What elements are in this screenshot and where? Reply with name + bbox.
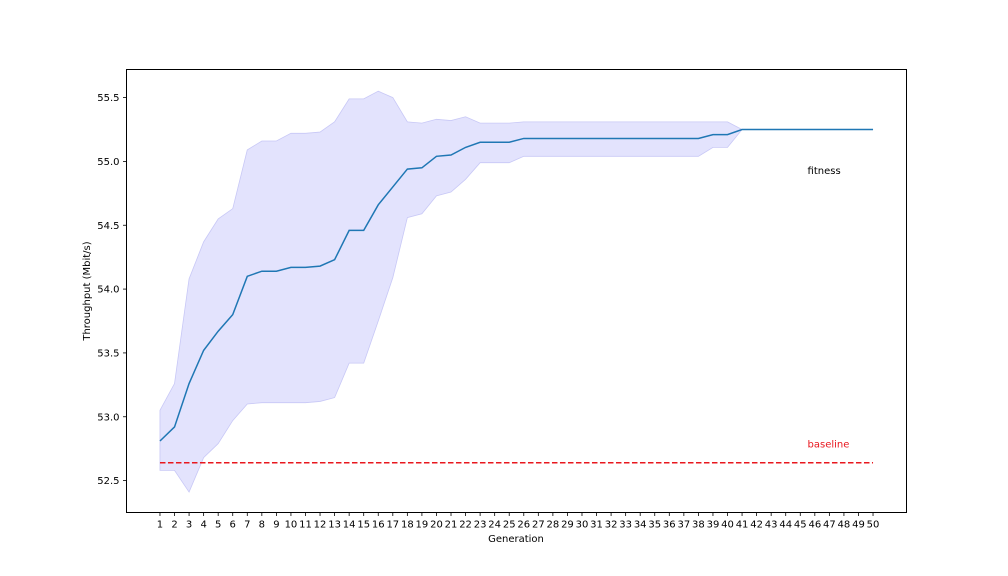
x-tick-label-36: 36 [663,520,676,531]
x-tick-label-44: 44 [779,520,792,531]
x-tick-label-6: 6 [230,520,236,531]
x-tick-label-32: 32 [605,520,618,531]
x-tick-label-21: 21 [445,520,458,531]
x-tick-label-15: 15 [357,520,370,531]
x-tick-label-45: 45 [794,520,807,531]
x-tick-label-49: 49 [852,520,865,531]
x-tick-label-41: 41 [736,520,749,531]
x-tick-label-43: 43 [765,520,778,531]
y-axis-label: Throughput (Mbit/s) [82,241,93,341]
series-line-layer [159,128,874,442]
x-tick-label-29: 29 [561,520,574,531]
x-tick-label-12: 12 [314,520,327,531]
x-tick-label-22: 22 [459,520,472,531]
y-axis-ticks: 52.5 53.0 53.5 54.0 54.5 55.0 55.5 [97,93,127,487]
annotations: fitness baseline [808,166,850,450]
x-tick-label-14: 14 [343,520,356,531]
x-tick-label-10: 10 [285,520,298,531]
x-tick-label-3: 3 [186,520,192,531]
y-tick-label-53.5: 53.5 [97,348,119,359]
x-tick-label-38: 38 [692,520,705,531]
x-tick-label-35: 35 [648,520,661,531]
x-tick-label-2: 2 [171,520,177,531]
x-tick-label-1: 1 [157,520,163,531]
x-tick-label-11: 11 [299,520,312,531]
x-tick-label-39: 39 [707,520,720,531]
x-axis-label: Generation [488,534,544,545]
x-tick-label-46: 46 [808,520,821,531]
y-tick-label-53: 53.0 [97,412,119,423]
x-tick-label-16: 16 [372,520,385,531]
x-axis-ticks: 1 2 3 4 5 6 7 8 9 10 11 12 13 14 15 16 17 18 19 20 21 22 23 24 2… [157,512,880,531]
x-tick-label-5: 5 [215,520,221,531]
x-tick-label-47: 47 [823,520,836,531]
x-tick-label-8: 8 [259,520,265,531]
x-tick-label-19: 19 [416,520,429,531]
x-tick-label-37: 37 [677,520,690,531]
x-tick-label-26: 26 [517,520,530,531]
fitness-series-line [159,128,874,442]
y-tick-label-55: 55.0 [97,157,119,168]
x-tick-label-30: 30 [576,520,589,531]
x-tick-label-50: 50 [867,520,880,531]
y-tick-label-54: 54.0 [97,285,119,296]
x-tick-label-27: 27 [532,520,545,531]
annotation-baseline: baseline [808,439,850,450]
plot-frame [126,69,907,513]
y-tick-label-54.5: 54.5 [97,221,119,232]
x-tick-label-31: 31 [590,520,603,531]
y-tick-label-52.5: 52.5 [97,476,119,487]
y-tick-label-55.5: 55.5 [97,93,119,104]
x-tick-label-33: 33 [619,520,632,531]
x-tick-label-24: 24 [488,520,501,531]
x-tick-label-42: 42 [750,520,763,531]
annotation-fitness: fitness [808,166,841,177]
x-tick-label-13: 13 [328,520,341,531]
x-tick-label-9: 9 [273,520,279,531]
x-tick-label-17: 17 [386,520,399,531]
x-tick-label-18: 18 [401,520,414,531]
x-tick-label-23: 23 [474,520,487,531]
x-tick-label-25: 25 [503,520,516,531]
x-tick-label-40: 40 [721,520,734,531]
x-tick-label-20: 20 [430,520,443,531]
x-tick-label-34: 34 [634,520,647,531]
x-tick-label-28: 28 [547,520,560,531]
x-tick-label-48: 48 [838,520,851,531]
x-tick-label-7: 7 [244,520,250,531]
x-tick-label-4: 4 [200,520,206,531]
